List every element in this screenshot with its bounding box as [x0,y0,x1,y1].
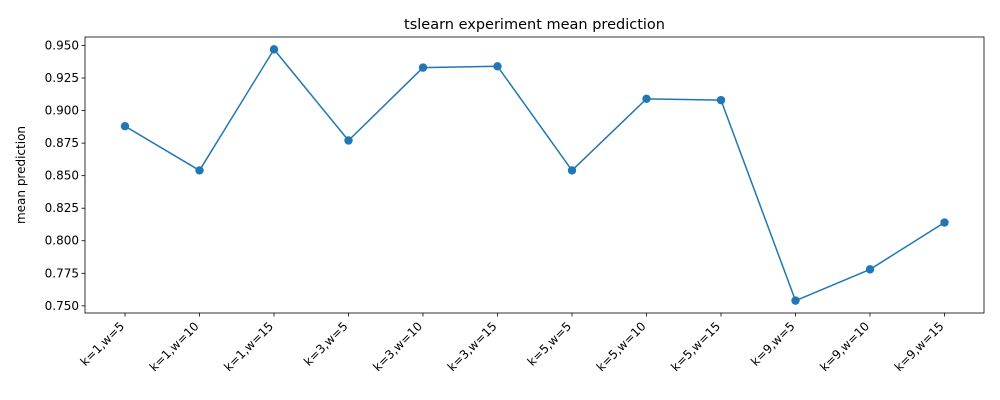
x-tick-label: k=1,w=15 [221,319,276,374]
data-point [642,94,651,104]
x-tick-label: k=5,w=10 [594,319,649,374]
y-axis: 0.750 0.775 0.800 0.825 0.850 0.875 0.900 0.925… [45,38,85,313]
y-tick-label: 0.900 [45,104,79,118]
series-mean-prediction [120,45,949,305]
data-point [344,136,353,145]
y-tick-label: 0.925 [45,71,79,85]
data-point [493,62,502,71]
data-point [567,166,577,175]
data-point [940,218,949,227]
x-tick-label: k=3,w=5 [301,319,350,368]
plot-area-frame [84,36,985,314]
x-tick-label: k=3,w=15 [445,319,500,374]
x-tick-label: k=9,w=5 [748,319,797,368]
y-tick-label: 0.950 [45,38,79,52]
y-tick-label: 0.850 [45,169,79,183]
data-point [418,63,428,72]
x-tick-label: k=3,w=10 [370,319,425,374]
data-point [269,45,279,54]
y-axis-label: mean prediction [14,126,28,224]
x-axis: k=1,w=5 k=1,w=10 k=1,w=15 k=3,w=5 k=3,w=10 k=… [78,313,947,374]
x-tick-label: k=5,w=15 [668,319,723,374]
y-tick-label: 0.800 [45,234,79,248]
data-point [195,166,204,175]
x-tick-label: k=1,w=5 [78,319,127,368]
series-line [124,48,945,302]
y-tick-label: 0.825 [45,201,79,215]
data-point [716,95,726,105]
y-tick-label: 0.775 [45,266,79,280]
data-point [791,296,800,305]
chart-title: tslearn experiment mean prediction [404,17,665,33]
data-point [865,265,875,274]
data-point [120,121,130,131]
x-tick-label: k=9,w=15 [892,319,947,374]
x-tick-label: k=1,w=10 [147,319,202,374]
y-tick-label: 0.750 [45,299,79,313]
y-tick-label: 0.875 [45,136,79,150]
x-tick-label: k=9,w=10 [817,319,872,374]
x-tick-label: k=5,w=5 [525,319,574,368]
